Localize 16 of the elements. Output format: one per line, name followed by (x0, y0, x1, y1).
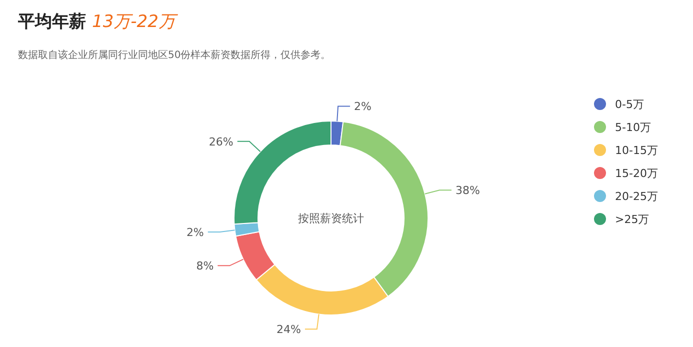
legend-label: 0-5万 (615, 98, 644, 111)
data-label: 24% (276, 323, 301, 336)
text: 13万-22万 (92, 12, 178, 32)
legend-label: 10-15万 (615, 144, 658, 157)
data-label: 8% (196, 260, 214, 273)
chart-title: 平均年薪 (17, 12, 86, 32)
data-label: 26% (208, 135, 234, 148)
legend-label: >25万 (615, 213, 650, 226)
legend-label: 15-20万 (615, 167, 658, 180)
legend-label: 5-10万 (615, 121, 651, 134)
text: 按照薪资统计 (298, 212, 364, 225)
data-label: 2% (354, 100, 372, 114)
chart-subtitle: 数据取自该企业所属同行业同地区50份样本薪资数据所得，仅供参考。 (18, 49, 331, 61)
data-label: 38% (455, 184, 480, 198)
data-label: 2% (186, 226, 204, 240)
legend-label: 20-25万 (615, 190, 658, 203)
